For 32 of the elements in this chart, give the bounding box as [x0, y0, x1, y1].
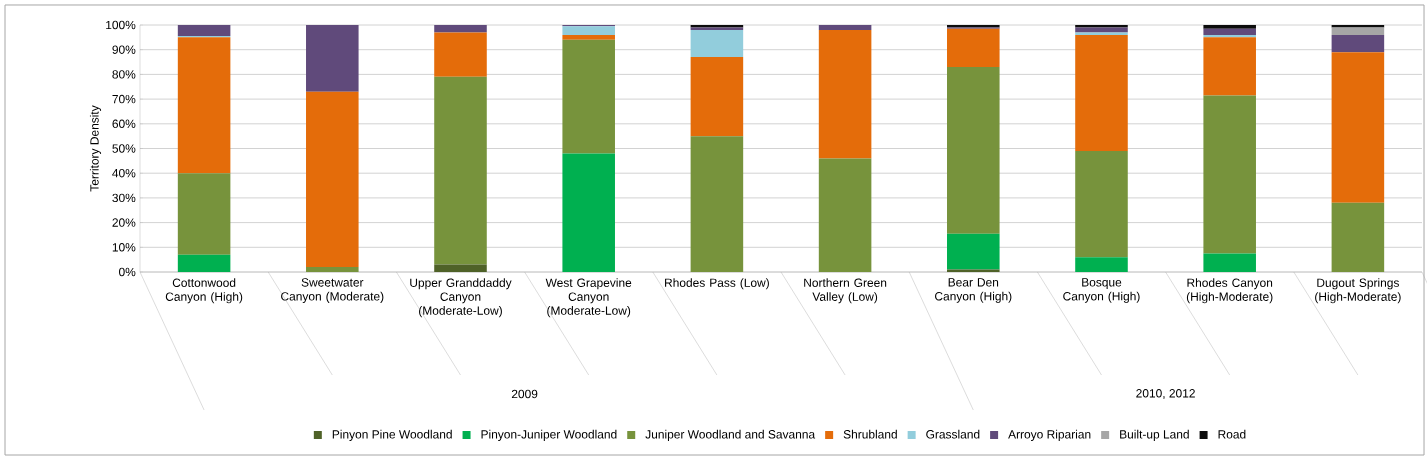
x-tick-label: West Grapevine Canyon (Moderate-Low) — [545, 278, 632, 318]
x-tick-label: Upper Granddaddy Canyon (Moderate-Low) — [410, 278, 512, 318]
y-tick-label: 0% — [119, 267, 136, 277]
x-tick-label: Sweetwater Canyon (Moderate) — [281, 278, 384, 303]
x-tick-label: Rhodes Pass (Low) — [665, 278, 769, 290]
y-tick-label: 80% — [112, 70, 136, 79]
y-tick-label: 90% — [112, 45, 136, 54]
x-tick-label: Northern Green Valley (Low) — [804, 278, 887, 304]
x-tick-label: Rhodes Canyon (High-Moderate) — [1186, 278, 1273, 304]
x-tick-label: Bear Den Canyon (High) — [935, 278, 1012, 303]
legend-label: Pinyon-Juniper Woodland — [481, 429, 617, 441]
x-tick-label: Cottonwood Canyon (High) — [165, 278, 243, 304]
legend-label: Road — [1218, 429, 1246, 439]
y-tick-label: 60% — [112, 119, 136, 129]
legend-label: Grassland — [926, 429, 980, 439]
y-tick-label: 50% — [112, 144, 136, 153]
y-tick-label: 40% — [112, 168, 136, 178]
y-axis-title: Territory Density — [89, 105, 102, 192]
legend-label: Pinyon Pine Woodland — [332, 429, 452, 441]
text: 2010, 2012 — [1136, 389, 1195, 399]
y-tick-label: 30% — [112, 193, 136, 203]
y-tick-label: 100% — [106, 20, 136, 30]
y-tick-label: 10% — [112, 243, 136, 252]
x-tick-label: Dugout Springs (High-Moderate) — [1315, 278, 1401, 304]
x-tick-label: Bosque Canyon (High) — [1063, 278, 1140, 303]
legend-label: Shrubland — [843, 429, 897, 439]
legend-label: Arroyo Riparian — [1008, 429, 1091, 441]
y-tick-label: 20% — [112, 218, 136, 227]
y-tick-label: 70% — [112, 94, 136, 104]
legend-label: Built-up Land — [1120, 429, 1189, 441]
legend-label: Juniper Woodland and Savanna — [645, 429, 816, 441]
text: 2009 — [511, 389, 538, 399]
